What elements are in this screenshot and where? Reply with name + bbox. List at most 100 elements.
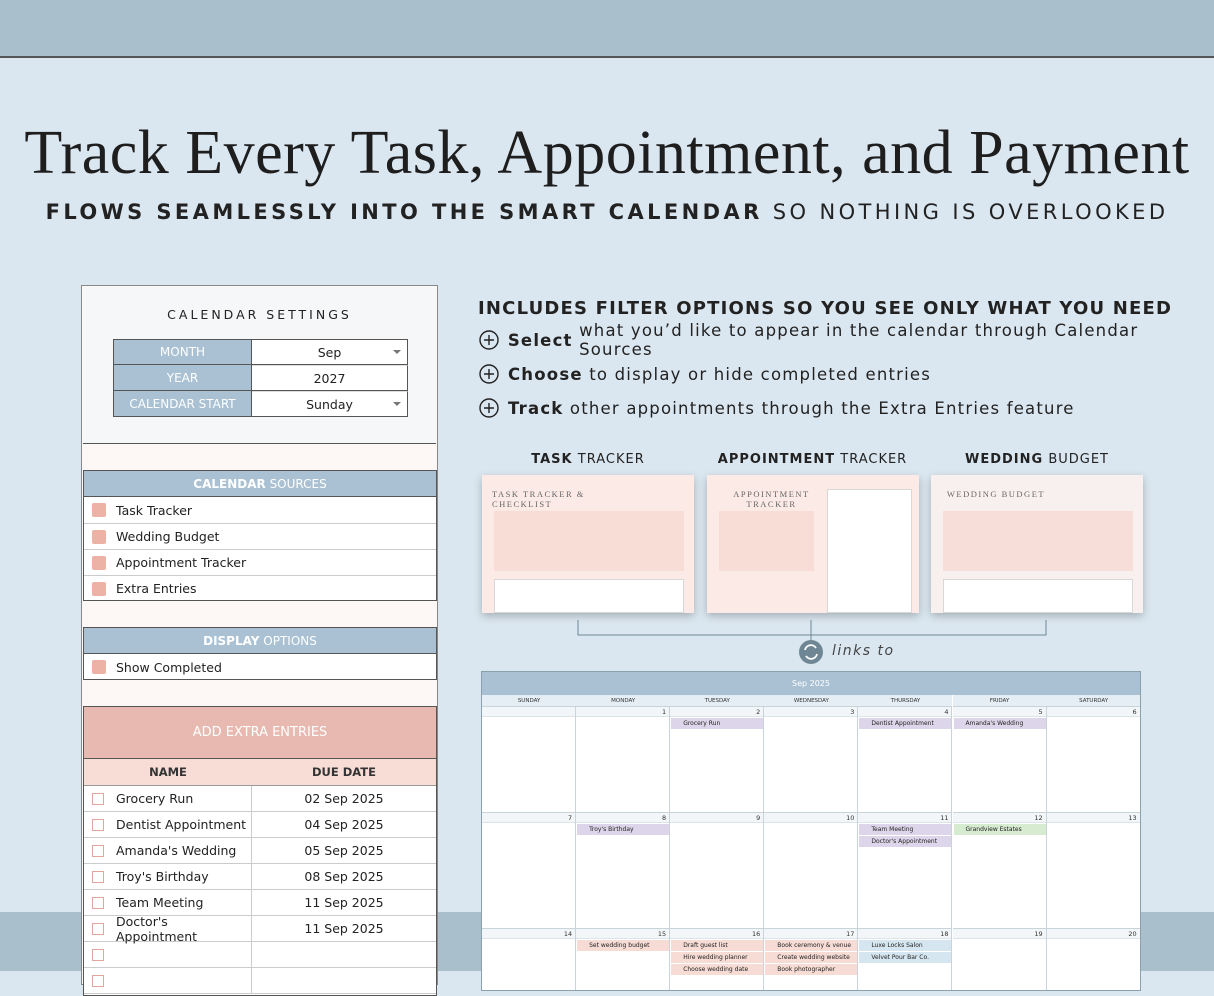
setting-label: MONTH bbox=[113, 339, 252, 365]
day-number: 7 bbox=[567, 814, 573, 822]
preview-panel bbox=[826, 489, 912, 613]
preview-label: APPOINTMENT TRACKER bbox=[707, 452, 919, 467]
entry-date-text: 04 Sep 2025 bbox=[304, 817, 384, 832]
calendar-event[interactable]: Dentist Appointment bbox=[859, 718, 952, 729]
checkbox-label: Wedding Budget bbox=[116, 529, 220, 544]
dropdown-arrow bbox=[393, 402, 401, 406]
entry-name: Amanda's Wedding bbox=[84, 838, 252, 864]
entry-date-text: 11 Sep 2025 bbox=[304, 895, 384, 910]
checkbox[interactable] bbox=[92, 792, 104, 805]
day-number: 6 bbox=[1132, 708, 1137, 716]
calendar-event[interactable]: Create wedding website bbox=[765, 952, 858, 963]
day-bar bbox=[670, 707, 764, 717]
checkbox[interactable] bbox=[92, 529, 106, 544]
day-cell: 1 bbox=[576, 706, 671, 812]
header-rest: OPTIONS bbox=[263, 633, 317, 648]
links-label: links to bbox=[832, 643, 895, 659]
day-cell: 19 bbox=[952, 928, 1047, 990]
preview-panel bbox=[943, 579, 1133, 613]
checkbox[interactable] bbox=[92, 948, 104, 961]
calendar-event[interactable]: Troy's Birthday bbox=[577, 824, 670, 835]
day-cell: 5 Amanda's Wedding bbox=[952, 706, 1047, 812]
day-number: 20 bbox=[1128, 930, 1137, 938]
settings-box: CALENDAR SETTINGS MONTH Sep YEAR 2027 CALENDA… bbox=[83, 287, 436, 444]
calendar-event[interactable]: Book ceremony & venue bbox=[765, 940, 858, 951]
day-number: 11 bbox=[940, 814, 949, 822]
checkbox[interactable] bbox=[92, 922, 104, 935]
checkbox[interactable] bbox=[92, 503, 106, 517]
day-bar bbox=[764, 813, 858, 823]
checkbox[interactable] bbox=[92, 974, 104, 987]
entry-name bbox=[84, 968, 252, 994]
calendar-event[interactable]: Grocery Run bbox=[671, 718, 764, 729]
day-bar bbox=[1046, 813, 1140, 823]
entry-name: Troy's Birthday bbox=[84, 864, 252, 890]
day-cell: 15 Set wedding budget bbox=[576, 928, 671, 990]
calendar-title: Sep 2025 bbox=[482, 672, 1140, 695]
day-number: 16 bbox=[752, 930, 761, 938]
entry-name: Grocery Run bbox=[84, 786, 252, 812]
checkbox-row: Wedding Budget bbox=[84, 523, 436, 549]
day-number: 9 bbox=[756, 814, 761, 822]
calendar-event[interactable]: Velvet Pour Bar Co. bbox=[859, 952, 952, 963]
settings-panel: CALENDAR SETTINGS MONTH Sep YEAR 2027 CALENDA… bbox=[81, 285, 438, 996]
day-cell: 17 Book ceremony & venue Create wedding we… bbox=[764, 928, 859, 990]
checkbox[interactable] bbox=[92, 896, 104, 909]
day-bar bbox=[482, 707, 576, 717]
checkbox[interactable] bbox=[92, 870, 104, 883]
display-header: DISPLAY OPTIONS bbox=[84, 628, 436, 654]
preview-title: TASK TRACKER & CHECKLIST bbox=[492, 489, 585, 509]
feature-item: Select what you’d like to appear in the … bbox=[478, 321, 1214, 359]
calendar-event[interactable]: Amanda's Wedding bbox=[953, 718, 1046, 729]
calendar-event[interactable]: Choose wedding date bbox=[671, 964, 764, 975]
headline: Track Every Task, Appointment, and Payme… bbox=[24, 119, 1190, 187]
preview-panel bbox=[494, 511, 684, 571]
checkbox-row: Appointment Tracker bbox=[84, 549, 436, 575]
day-number: 15 bbox=[657, 930, 667, 938]
day-bar bbox=[952, 929, 1046, 939]
setting-label: YEAR bbox=[113, 365, 252, 391]
checkbox[interactable] bbox=[92, 844, 104, 857]
calendar-event[interactable]: Luxe Locks Salon bbox=[859, 940, 952, 951]
calendar-event[interactable]: Set wedding budget bbox=[577, 940, 670, 951]
preview-panel bbox=[494, 579, 684, 613]
day-number: 1 bbox=[662, 708, 667, 716]
calendar-event[interactable]: Grandview Estates bbox=[953, 824, 1046, 835]
calendar-event[interactable]: Team Meeting bbox=[859, 824, 952, 835]
preview-label: WEDDING BUDGET bbox=[931, 452, 1143, 467]
checkbox[interactable] bbox=[92, 818, 104, 831]
entry-date-text: 05 Sep 2025 bbox=[304, 843, 384, 858]
entry-date: 02 Sep 2025 bbox=[252, 786, 436, 812]
top-band bbox=[0, 0, 1214, 58]
weekday: SUNDAY bbox=[482, 695, 577, 706]
checkbox[interactable] bbox=[92, 581, 106, 596]
plus-icon bbox=[479, 364, 499, 384]
day-bar bbox=[670, 929, 764, 939]
checkbox[interactable] bbox=[92, 555, 106, 570]
entry-name-text: Amanda's Wedding bbox=[116, 843, 237, 858]
features-heading: INCLUDES FILTER OPTIONS SO YOU SEE ONLY … bbox=[478, 298, 1173, 319]
preview-panel bbox=[943, 511, 1133, 571]
entry-name-text: Troy's Birthday bbox=[116, 869, 209, 884]
checkbox-label: Appointment Tracker bbox=[116, 555, 247, 570]
day-bar bbox=[764, 929, 858, 939]
calendar-event[interactable]: Draft guest list bbox=[671, 940, 764, 951]
column-header: NAME bbox=[84, 759, 252, 786]
preview-bold: APPOINTMENT bbox=[717, 452, 836, 467]
checkbox-label: Show Completed bbox=[116, 659, 222, 675]
day-bar bbox=[482, 929, 576, 939]
checkbox[interactable] bbox=[92, 660, 106, 674]
calendar-event[interactable]: Doctor's Appointment bbox=[859, 836, 952, 847]
day-number: 13 bbox=[1128, 814, 1137, 822]
entry-name-text: Dentist Appointment bbox=[116, 817, 247, 832]
preview-image: APPOINTMENT TRACKER bbox=[706, 475, 919, 613]
feature-text: what you’d like to appear in the calenda… bbox=[579, 321, 1139, 359]
calendar-event[interactable]: Book photographer bbox=[765, 964, 858, 975]
extra-box: ADD EXTRA ENTRIES NAME DUE DATE Grocery Run… bbox=[83, 706, 437, 996]
entry-date: 11 Sep 2025 bbox=[252, 890, 436, 916]
calendar-event[interactable]: Hire wedding planner bbox=[671, 952, 764, 963]
entry-date: 05 Sep 2025 bbox=[252, 838, 436, 864]
column-header: DUE DATE bbox=[252, 759, 436, 786]
day-number: 18 bbox=[940, 930, 949, 938]
